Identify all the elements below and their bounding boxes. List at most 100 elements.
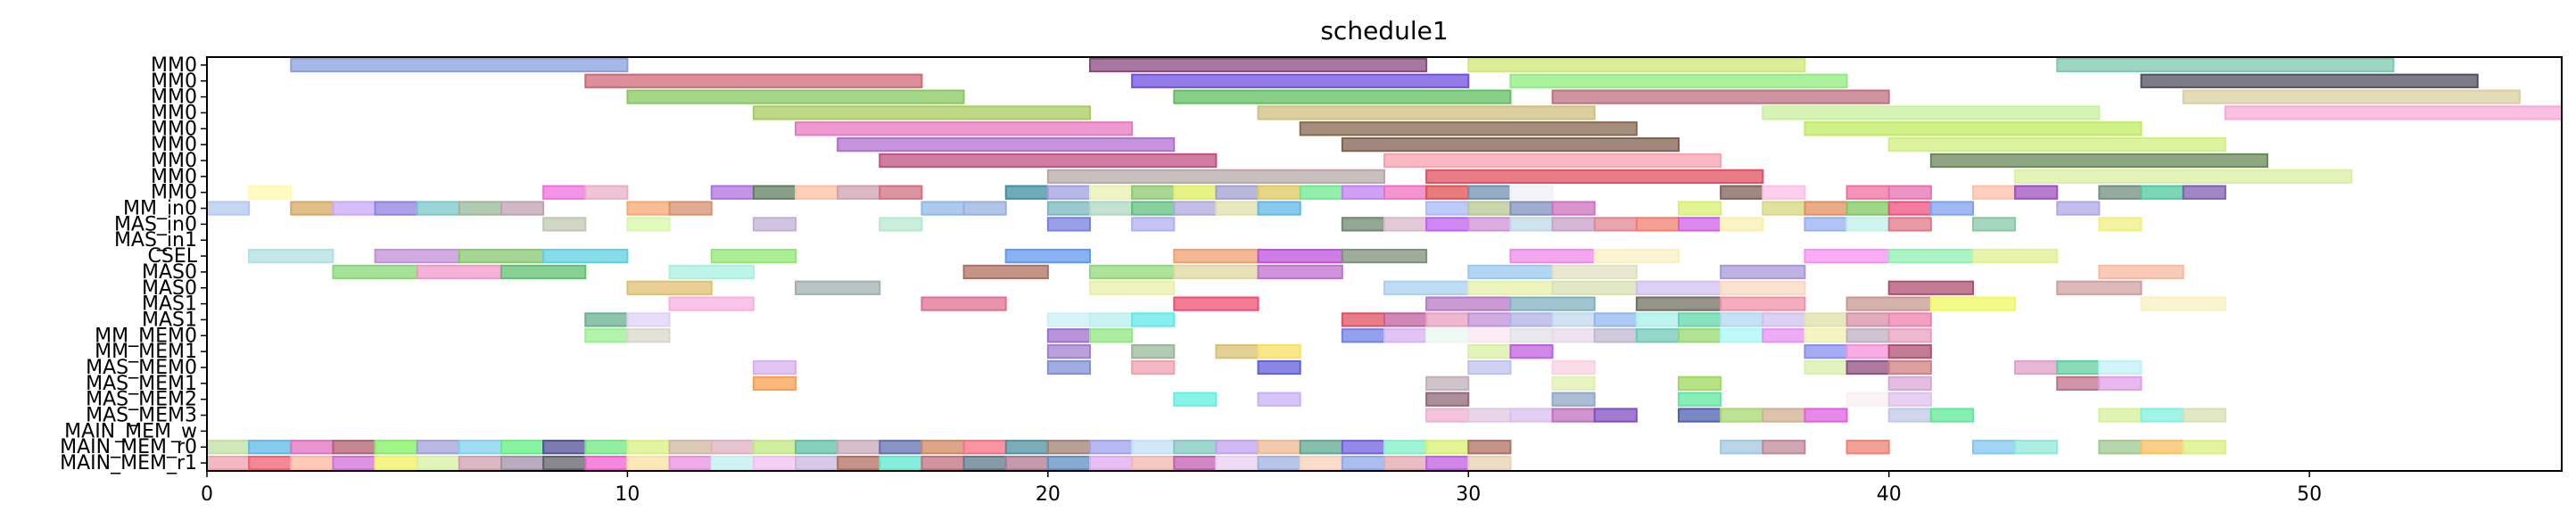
task-bar [2098,185,2143,200]
task-bar [1720,440,1764,455]
task-bar [1635,328,1680,343]
task-bar [1551,264,1638,280]
task-bar [837,440,881,455]
task-bar [1089,312,1134,327]
task-bar [795,185,839,200]
task-bar [416,455,460,471]
task-bar [1845,359,1890,375]
task-bar [1046,440,1092,455]
task-bar [879,185,923,200]
task-bar [1173,455,1218,471]
task-bar [921,296,1007,311]
task-bar [879,455,923,471]
task-bar [2098,375,2143,391]
task-bar [1509,73,1848,88]
plot-frame [206,56,2563,472]
y-tick-label: MAS_in0 [114,213,197,235]
task-bar [1173,296,1259,311]
task-bars [206,57,2564,471]
task-bar [752,359,797,375]
task-bar [1804,248,1890,264]
task-bar [1173,392,1218,407]
task-bar [1089,455,1134,471]
task-bar [1131,217,1176,232]
task-bar [1887,359,1932,375]
task-bar [1762,440,1806,455]
task-bar [2014,359,2059,375]
task-bar [752,217,797,232]
task-bar [1299,455,1343,471]
task-bar [584,440,629,455]
task-bar [1972,217,2017,232]
y-tick-label: MM0 [151,102,197,124]
task-bar [1004,455,1049,471]
task-bar [1593,248,1680,264]
task-bar [752,185,797,200]
task-bar [2098,440,2143,455]
task-bar [1804,408,1848,423]
y-tick-label: MAIN_MEM_w [64,420,197,442]
task-bar [1509,185,1554,200]
task-bar [1762,105,2101,120]
task-bar [2098,264,2184,280]
task-bar [795,121,1134,136]
task-bar [1383,455,1428,471]
task-bar [879,440,923,455]
task-bar [1509,408,1554,423]
task-bar [668,455,713,471]
task-bar [2182,408,2226,423]
task-bar [584,73,923,88]
task-bar [962,264,1049,280]
task-bar [2056,359,2101,375]
task-bar [1762,408,1806,423]
task-bar [1593,328,1638,343]
task-bar [626,217,671,232]
task-bar [1551,280,1638,295]
task-bar [1257,359,1301,375]
y-tick-label: MAS0 [142,277,197,300]
task-bar [921,201,965,216]
task-bar [2056,57,2395,73]
task-bar [710,248,797,264]
task-bar [626,201,671,216]
task-bar [416,264,503,280]
task-bar [1551,201,1596,216]
task-bar [1887,312,1932,327]
task-bar [1046,344,1092,359]
task-bar [752,440,797,455]
task-bar [2140,440,2184,455]
task-bar [1845,217,1890,232]
y-tick-label: MM0 [151,54,197,77]
task-bar [1720,328,1764,343]
task-bar [752,105,1091,120]
task-bar [1845,185,1890,200]
task-bar [1804,121,2143,136]
task-bar [795,455,839,471]
task-bar [1046,201,1092,216]
task-bar [458,440,502,455]
task-bar [1046,169,1386,184]
task-bar [584,328,629,343]
task-bar [332,440,376,455]
task-bar [1509,248,1596,264]
x-axis: 0 10 20 30 40 50 [201,471,2322,506]
task-bar [290,440,334,455]
y-tick-label: MAS1 [142,309,197,331]
task-bar [1509,344,1554,359]
y-tick-label: CSEL [148,245,198,268]
task-bar [1383,328,1428,343]
task-bar [1593,408,1638,423]
y-tick-label: MAIN_MEM_r1 [60,452,197,474]
task-bar [1972,440,2017,455]
task-bar [1887,280,1975,295]
task-bar [2056,280,2143,295]
task-bar [710,455,755,471]
task-bar [374,248,460,264]
task-bar [1425,328,1470,343]
task-bar [1299,185,1343,200]
task-bar [1257,185,1301,200]
task-bar [626,328,671,343]
task-bar [1341,137,1680,153]
task-bar [290,57,629,73]
y-tick-label: MM0 [151,150,197,172]
